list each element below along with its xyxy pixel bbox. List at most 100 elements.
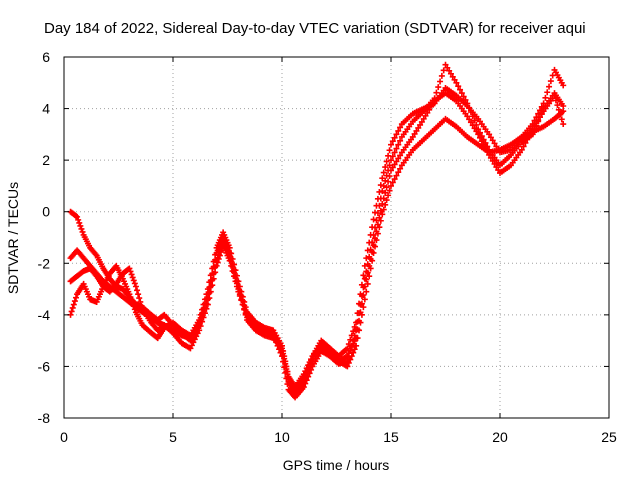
data-point: [364, 247, 371, 254]
data-point: [393, 172, 400, 179]
data-point: [358, 311, 365, 318]
data-point: [379, 211, 386, 218]
data-point: [226, 244, 233, 251]
data-point: [197, 311, 204, 318]
x-tick-label: 5: [169, 429, 177, 445]
data-point: [127, 294, 134, 301]
data-point: [351, 338, 358, 345]
data-point: [560, 82, 567, 89]
data-point: [547, 78, 554, 85]
data-point: [131, 306, 138, 313]
data-point: [347, 356, 354, 363]
data-point: [449, 73, 456, 80]
data-point: [382, 164, 389, 171]
data-point: [303, 377, 310, 384]
data-point: [393, 158, 400, 165]
data-point: [415, 124, 422, 131]
data-point: [388, 141, 394, 148]
data-point: [538, 111, 545, 118]
y-tick-label: -6: [38, 358, 51, 374]
data-point: [213, 257, 220, 264]
data-point: [409, 133, 416, 140]
data-point: [447, 70, 454, 77]
data-point: [360, 304, 367, 311]
data-point: [495, 167, 502, 174]
data-point: [462, 96, 469, 103]
data-point: [350, 349, 357, 356]
series-series-4: [67, 108, 567, 391]
data-point: [187, 345, 194, 352]
data-point: [395, 169, 402, 176]
data-point: [127, 268, 134, 275]
data-point: [391, 161, 398, 168]
data-point: [200, 301, 207, 308]
data-point: [418, 118, 425, 125]
data-point: [520, 143, 527, 150]
data-point: [466, 116, 473, 123]
data-point: [395, 127, 402, 134]
data-point: [383, 158, 390, 165]
data-point: [395, 155, 402, 162]
data-point: [238, 288, 245, 295]
data-point: [560, 108, 567, 115]
data-point: [128, 297, 135, 304]
data-point: [70, 301, 77, 308]
y-tick-label: -4: [38, 307, 51, 323]
data-point: [370, 216, 377, 223]
data-point: [469, 122, 476, 129]
data-point: [429, 100, 436, 107]
y-tick-label: -2: [38, 255, 51, 271]
data-point: [524, 136, 531, 143]
data-point: [440, 67, 447, 74]
data-point: [433, 89, 440, 96]
data-point: [130, 303, 137, 310]
data-point: [453, 79, 460, 86]
data-point: [457, 86, 464, 93]
data-point: [344, 363, 351, 370]
data-point: [493, 164, 500, 171]
data-point: [388, 167, 394, 174]
data-point: [206, 279, 213, 286]
data-point: [188, 342, 195, 349]
data-point: [363, 276, 370, 283]
data-point: [426, 106, 433, 113]
data-point: [473, 128, 480, 135]
chart-title: Day 184 of 2022, Sidereal Day-to-day VTE…: [44, 20, 586, 37]
data-point: [469, 113, 476, 120]
data-point: [283, 363, 290, 370]
data-point: [356, 327, 363, 334]
data-point: [236, 283, 243, 290]
data-point: [536, 114, 543, 121]
data-point: [376, 188, 383, 195]
data-point: [370, 249, 377, 256]
data-point: [388, 182, 394, 189]
data-point: [136, 295, 143, 302]
data-point: [72, 213, 79, 220]
data-point: [471, 125, 478, 132]
data-point: [235, 278, 242, 285]
data-point: [560, 121, 567, 128]
series-series-1: [67, 66, 567, 396]
data-point: [229, 255, 236, 262]
data-point: [372, 243, 379, 250]
data-point: [391, 149, 398, 156]
data-point: [364, 280, 371, 287]
data-point: [354, 335, 361, 342]
data-point: [380, 169, 387, 176]
data-point: [467, 109, 474, 116]
data-point: [477, 134, 484, 141]
data-point: [420, 115, 427, 122]
data-point: [446, 67, 453, 74]
data-point: [233, 272, 240, 279]
data-point: [300, 376, 307, 383]
data-point: [385, 192, 392, 199]
data-point: [281, 353, 288, 360]
data-point: [533, 120, 540, 127]
data-point: [132, 283, 139, 290]
data-point: [350, 328, 357, 335]
data-point: [209, 265, 216, 272]
data-point: [217, 245, 224, 252]
data-point: [546, 83, 553, 90]
plot-frame: [63, 56, 610, 419]
data-point: [395, 141, 402, 148]
